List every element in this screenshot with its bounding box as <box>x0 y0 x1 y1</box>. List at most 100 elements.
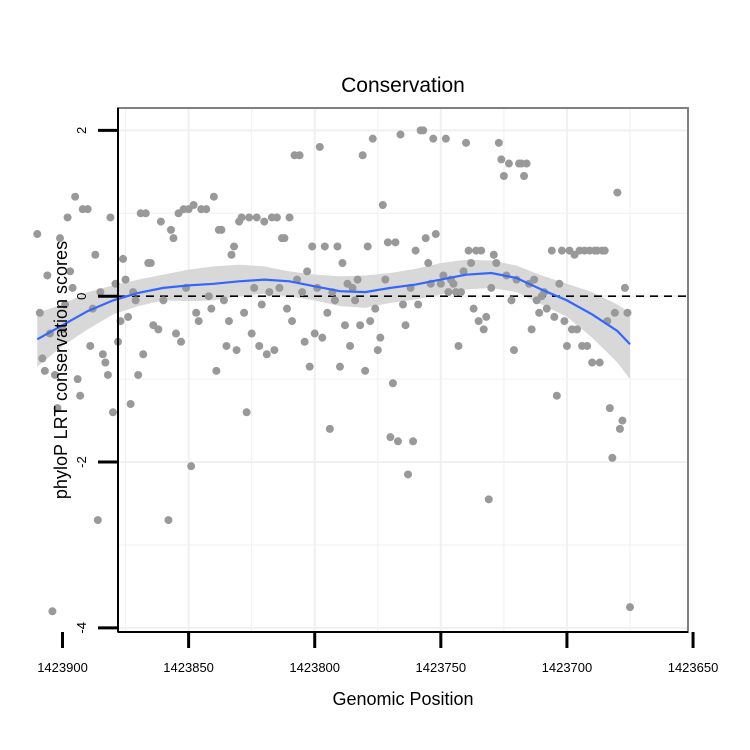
data-point <box>338 259 347 268</box>
data-point <box>318 333 327 342</box>
y-tick-label: -2 <box>74 456 89 468</box>
data-point <box>363 242 372 251</box>
data-point <box>204 292 213 301</box>
y-tick-label: 2 <box>74 127 89 134</box>
data-point <box>625 603 634 612</box>
x-tick-label: 1423650 <box>668 660 719 675</box>
data-point <box>270 346 279 355</box>
x-axis: 1423900 1423850 1423800 1423750 1423700 14236… <box>37 631 719 675</box>
data-point <box>252 213 261 222</box>
data-point <box>386 433 395 442</box>
chart-title: Conservation <box>341 74 465 97</box>
data-point <box>399 300 407 309</box>
data-point <box>520 171 529 180</box>
data-point <box>202 205 211 214</box>
data-point <box>300 337 309 346</box>
data-point <box>522 159 531 168</box>
data-point <box>459 267 468 276</box>
data-point <box>262 350 271 359</box>
data-point <box>497 155 506 164</box>
data-point <box>330 296 339 305</box>
data-point <box>613 188 622 197</box>
data-point <box>366 317 375 326</box>
data-point <box>464 246 473 255</box>
data-point <box>353 275 362 284</box>
data-point <box>381 275 390 284</box>
data-point <box>209 192 218 201</box>
data-point <box>449 279 458 288</box>
data-point <box>308 242 317 251</box>
y-axis-label: phyloP LRT conservation scores <box>51 241 71 499</box>
data-point <box>68 283 77 292</box>
data-point <box>217 225 226 234</box>
data-point <box>477 246 486 255</box>
data-point <box>207 304 216 313</box>
data-point <box>414 300 423 309</box>
data-point <box>55 234 64 243</box>
data-point <box>356 321 365 330</box>
data-point <box>61 300 70 309</box>
data-point <box>489 250 498 259</box>
smooth-curve <box>36 271 631 346</box>
y-tick-label: 0 <box>74 293 89 300</box>
data-point <box>121 275 130 284</box>
data-point <box>351 296 360 305</box>
data-point <box>325 424 334 433</box>
data-point <box>232 346 241 355</box>
data-point <box>53 404 62 413</box>
data-point <box>76 391 85 400</box>
data-point <box>282 304 291 313</box>
data-point <box>166 225 175 234</box>
data-point <box>280 234 289 243</box>
data-point <box>441 134 450 143</box>
data-point <box>227 250 236 259</box>
data-point <box>298 288 307 297</box>
data-point <box>101 358 110 367</box>
data-point <box>285 213 294 222</box>
data-point <box>310 329 319 338</box>
data-point <box>608 453 617 462</box>
data-point <box>618 416 627 425</box>
data-point <box>93 516 102 525</box>
data-point <box>323 308 332 317</box>
data-point <box>547 246 556 255</box>
data-point <box>139 350 148 359</box>
data-point <box>371 304 380 313</box>
data-point <box>421 234 430 243</box>
data-point <box>419 126 428 135</box>
data-point <box>388 379 397 388</box>
data-point <box>383 238 392 247</box>
x-tick-label: 1423900 <box>37 660 88 675</box>
data-point <box>487 283 496 292</box>
data-point <box>560 317 569 326</box>
data-point <box>429 134 438 143</box>
data-point <box>401 321 410 330</box>
data-point <box>66 267 75 276</box>
data-point <box>583 341 592 350</box>
data-point <box>119 254 128 263</box>
data-point <box>542 304 551 313</box>
data-point <box>469 304 478 313</box>
plot-frame <box>117 107 689 633</box>
smooth-line <box>36 271 631 346</box>
data-point <box>194 317 203 326</box>
data-point <box>224 317 233 326</box>
data-point <box>91 250 100 259</box>
data-point <box>275 283 284 292</box>
data-point <box>391 238 400 247</box>
data-point <box>623 308 632 317</box>
data-point <box>247 329 256 338</box>
data-point <box>588 358 597 367</box>
data-point <box>555 279 564 288</box>
data-point <box>33 230 42 239</box>
data-point <box>222 341 231 350</box>
data-point <box>492 259 501 268</box>
data-point <box>376 333 385 342</box>
data-point <box>257 300 266 309</box>
data-point <box>373 346 382 355</box>
data-point <box>573 325 582 334</box>
data-point <box>50 370 59 379</box>
data-point <box>98 350 107 359</box>
data-point <box>124 312 133 321</box>
